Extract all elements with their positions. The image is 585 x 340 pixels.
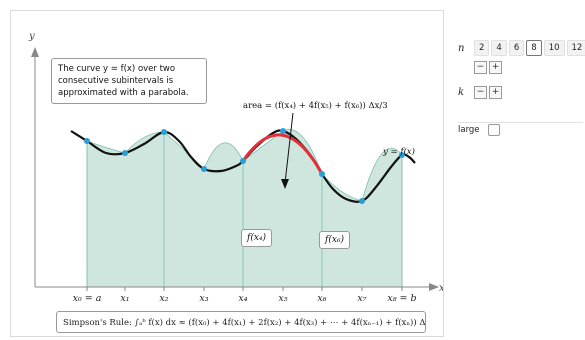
plot-panel: y x x₀ = a x₁ x₂ x₃ x₄ x₅ x₆ x₇ x₈ = b The curve… — [10, 10, 444, 337]
k-setter: k − + — [458, 86, 502, 99]
x-tick-label-1: x₁ — [120, 293, 129, 304]
sample-point-4 — [240, 158, 246, 164]
simpson-formula: Simpson's Rule: ∫ₐᵇ f(x) dx ≈ (f(x₀) + 4… — [56, 311, 426, 333]
annotation-arrow — [281, 112, 294, 189]
n-option-4[interactable]: 4 — [491, 40, 507, 56]
k-label: k — [458, 87, 465, 98]
n-option-2[interactable]: 2 — [474, 40, 490, 56]
n-label: n — [458, 42, 465, 54]
n-options: 2468101214 — [474, 40, 585, 56]
x-tick-label-5: x₅ — [278, 293, 287, 304]
control-panel: n 2468101214 − + k − + large — [450, 10, 585, 335]
curve-label: y = f(x) — [383, 147, 415, 157]
sample-point-8 — [399, 152, 405, 158]
sample-point-1 — [122, 150, 128, 156]
k-increment-button[interactable]: + — [489, 86, 502, 99]
f-x6-label: f(x₆) — [319, 231, 351, 249]
subinterval-lines — [86, 132, 403, 287]
large-checkbox[interactable] — [487, 124, 500, 136]
large-toggle: large — [458, 124, 500, 136]
x-tick-label-2: x₂ — [159, 293, 168, 304]
x-tick-labels: x₀ = a x₁ x₂ x₃ x₄ x₅ x₆ x₇ x₈ = b — [73, 287, 417, 304]
parabola-arc — [241, 133, 324, 175]
axes: y x — [28, 31, 443, 294]
k-decrement-button[interactable]: − — [474, 86, 487, 99]
x-tick-label-8: x₈ = b — [387, 293, 416, 304]
n-option-10[interactable]: 10 — [543, 40, 565, 56]
sample-points — [84, 128, 405, 204]
sample-point-7 — [359, 198, 365, 204]
x-axis-label: x — [439, 283, 443, 294]
n-option-6[interactable]: 6 — [508, 40, 525, 56]
approximation-area — [86, 129, 403, 288]
y-axis-arrow — [31, 47, 39, 57]
area-annotation: area = (f(x₄) + 4f(x₅) + f(x₆)) Δx/3 — [243, 101, 388, 111]
sample-point-0 — [84, 138, 90, 144]
n-option-8[interactable]: 8 — [526, 40, 542, 56]
x-axis-arrow — [429, 283, 439, 291]
sample-point-2 — [161, 129, 167, 135]
x-tick-label-0: x₀ = a — [73, 293, 102, 304]
x-tick-label-4: x₄ — [238, 293, 247, 304]
info-box: The curve y = f(x) over two consecutive … — [51, 58, 207, 104]
divider — [458, 122, 583, 123]
n-option-12[interactable]: 12 — [566, 40, 585, 56]
approximation-fill — [86, 129, 403, 288]
f-x4-label: f(x₄) — [241, 229, 273, 247]
n-decrement-button[interactable]: − — [474, 61, 487, 74]
y-axis-label: y — [28, 31, 35, 42]
sample-point-6 — [319, 171, 325, 177]
x-tick-label-6: x₆ — [317, 293, 326, 304]
sample-point-3 — [201, 166, 207, 172]
n-increment-button[interactable]: + — [489, 61, 502, 74]
large-label: large — [458, 125, 480, 135]
sample-point-5 — [280, 128, 286, 134]
x-tick-label-7: x₇ — [357, 293, 366, 304]
n-setter: n 2468101214 — [458, 40, 585, 56]
x-tick-label-3: x₃ — [199, 293, 208, 304]
n-stepper: − + — [474, 61, 502, 74]
